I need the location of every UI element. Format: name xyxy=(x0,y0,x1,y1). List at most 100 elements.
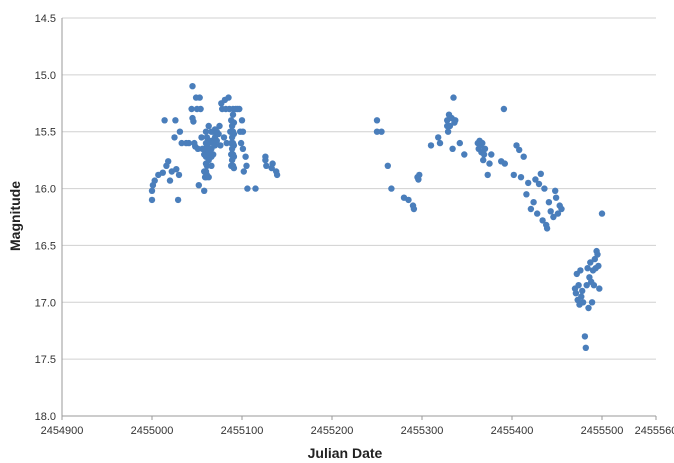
data-point xyxy=(578,293,585,300)
data-point xyxy=(452,117,459,124)
data-point xyxy=(197,105,204,113)
data-point xyxy=(446,122,454,130)
data-point xyxy=(501,160,508,167)
data-point xyxy=(595,262,602,270)
data-point xyxy=(444,128,452,135)
data-point xyxy=(588,299,596,306)
data-point xyxy=(427,142,435,149)
x-tick-label: 2455000 xyxy=(131,425,174,437)
data-point xyxy=(378,128,385,135)
data-point xyxy=(520,153,527,160)
data-point xyxy=(171,134,178,141)
data-point xyxy=(215,130,222,138)
y-tick-label: 17.0 xyxy=(35,297,56,309)
x-tick-label: 2455560 xyxy=(635,425,674,437)
data-point xyxy=(175,171,183,179)
data-point xyxy=(229,111,237,118)
y-axis-title: Magnitude xyxy=(7,181,23,251)
data-point xyxy=(416,171,423,179)
x-tick-label: 2455300 xyxy=(401,425,444,437)
data-point xyxy=(230,119,238,126)
data-point xyxy=(575,282,582,289)
x-tick-label: 2454900 xyxy=(41,425,84,437)
gridlines xyxy=(62,17,656,417)
data-point xyxy=(583,282,590,289)
data-point xyxy=(554,210,562,217)
data-point xyxy=(532,176,539,183)
data-point xyxy=(436,139,444,147)
data-point xyxy=(384,162,391,169)
data-point xyxy=(480,151,488,158)
data-point xyxy=(577,267,584,274)
data-point xyxy=(172,117,179,124)
data-point xyxy=(185,139,193,147)
data-point xyxy=(242,153,249,160)
data-point xyxy=(189,83,196,90)
data-point xyxy=(435,134,442,141)
y-tick-label: 17.5 xyxy=(35,354,56,366)
data-point xyxy=(481,145,489,152)
data-point xyxy=(173,166,180,173)
data-point xyxy=(517,174,525,181)
data-point xyxy=(449,145,456,152)
data-point xyxy=(500,105,508,113)
data-point xyxy=(450,94,457,101)
data-point xyxy=(484,171,491,179)
data-point xyxy=(174,196,182,204)
data-point xyxy=(530,199,537,206)
x-tick-label: 2455200 xyxy=(311,425,354,437)
data-point xyxy=(230,164,238,172)
data-point xyxy=(243,162,250,169)
data-point xyxy=(223,139,230,147)
data-point xyxy=(539,217,546,224)
data-point xyxy=(202,128,210,135)
data-point xyxy=(203,162,211,169)
data-point xyxy=(581,333,589,340)
y-tick-label: 15.5 xyxy=(35,127,56,139)
data-point xyxy=(585,304,592,312)
data-point xyxy=(373,128,381,135)
data-point xyxy=(596,285,603,292)
y-tick-label: 16.5 xyxy=(35,240,56,252)
data-point xyxy=(537,170,544,177)
data-point xyxy=(552,187,559,194)
data-point xyxy=(240,168,247,175)
data-point xyxy=(196,94,203,101)
y-tick-label: 15.0 xyxy=(35,70,56,82)
data-point xyxy=(151,177,158,184)
y-tick-label: 14.5 xyxy=(35,13,56,25)
data-point xyxy=(201,187,208,194)
data-point xyxy=(205,122,212,130)
data-point xyxy=(543,225,551,232)
data-point xyxy=(148,187,156,194)
y-tick-label: 16.0 xyxy=(35,184,56,196)
data-point xyxy=(176,128,184,135)
data-point xyxy=(244,185,251,192)
data-point xyxy=(541,185,548,192)
data-point xyxy=(239,145,247,152)
data-point xyxy=(195,182,202,189)
data-points xyxy=(148,83,606,351)
data-point xyxy=(525,179,532,187)
x-axis-title: Julian Date xyxy=(308,445,383,461)
data-point xyxy=(587,259,594,266)
data-point xyxy=(230,153,238,160)
data-point xyxy=(558,205,565,213)
data-point xyxy=(480,156,487,164)
data-point xyxy=(205,174,212,181)
x-tick-label: 2455400 xyxy=(491,425,534,437)
data-point xyxy=(584,265,591,272)
data-point xyxy=(178,139,185,147)
data-point xyxy=(594,251,601,258)
data-point xyxy=(238,117,246,124)
data-point xyxy=(461,151,468,158)
data-point xyxy=(545,199,553,206)
data-point xyxy=(239,128,247,135)
data-point xyxy=(590,282,598,289)
x-tick-label: 2455500 xyxy=(581,425,624,437)
x-tick-label: 2455100 xyxy=(221,425,264,437)
data-point xyxy=(216,122,223,130)
data-point xyxy=(269,160,276,167)
data-point xyxy=(203,134,211,141)
data-point xyxy=(388,185,395,192)
